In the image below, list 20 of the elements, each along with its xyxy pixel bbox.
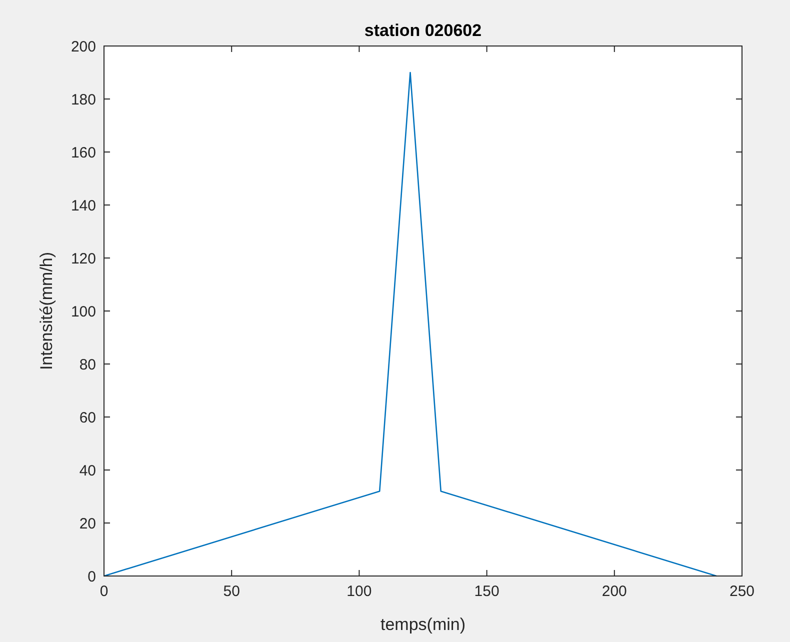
x-tick-label: 150 (474, 583, 500, 600)
x-tick-label: 0 (100, 583, 108, 600)
x-tick-label: 100 (346, 583, 372, 600)
x-tick-label: 200 (602, 583, 627, 600)
chart-title: station 020602 (364, 21, 482, 40)
y-tick-label: 180 (70, 91, 96, 108)
y-tick-label: 80 (79, 356, 96, 374)
x-tick-label: 50 (223, 583, 240, 600)
y-tick-label: 40 (79, 462, 96, 480)
y-tick-label: 140 (70, 197, 96, 214)
y-tick-label: 60 (79, 409, 96, 426)
y-tick-label: 0 (88, 568, 96, 586)
y-tick-label: 20 (79, 515, 96, 532)
y-tick-label: 100 (70, 303, 96, 320)
y-tick-label: 160 (70, 144, 96, 162)
x-axis-title: temps(min) (380, 615, 466, 634)
y-tick-label: 120 (70, 250, 96, 268)
y-tick-label: 200 (70, 38, 96, 56)
y-axis-title: Intensité(mm/h) (37, 252, 56, 370)
x-tick-label: 250 (729, 583, 755, 600)
